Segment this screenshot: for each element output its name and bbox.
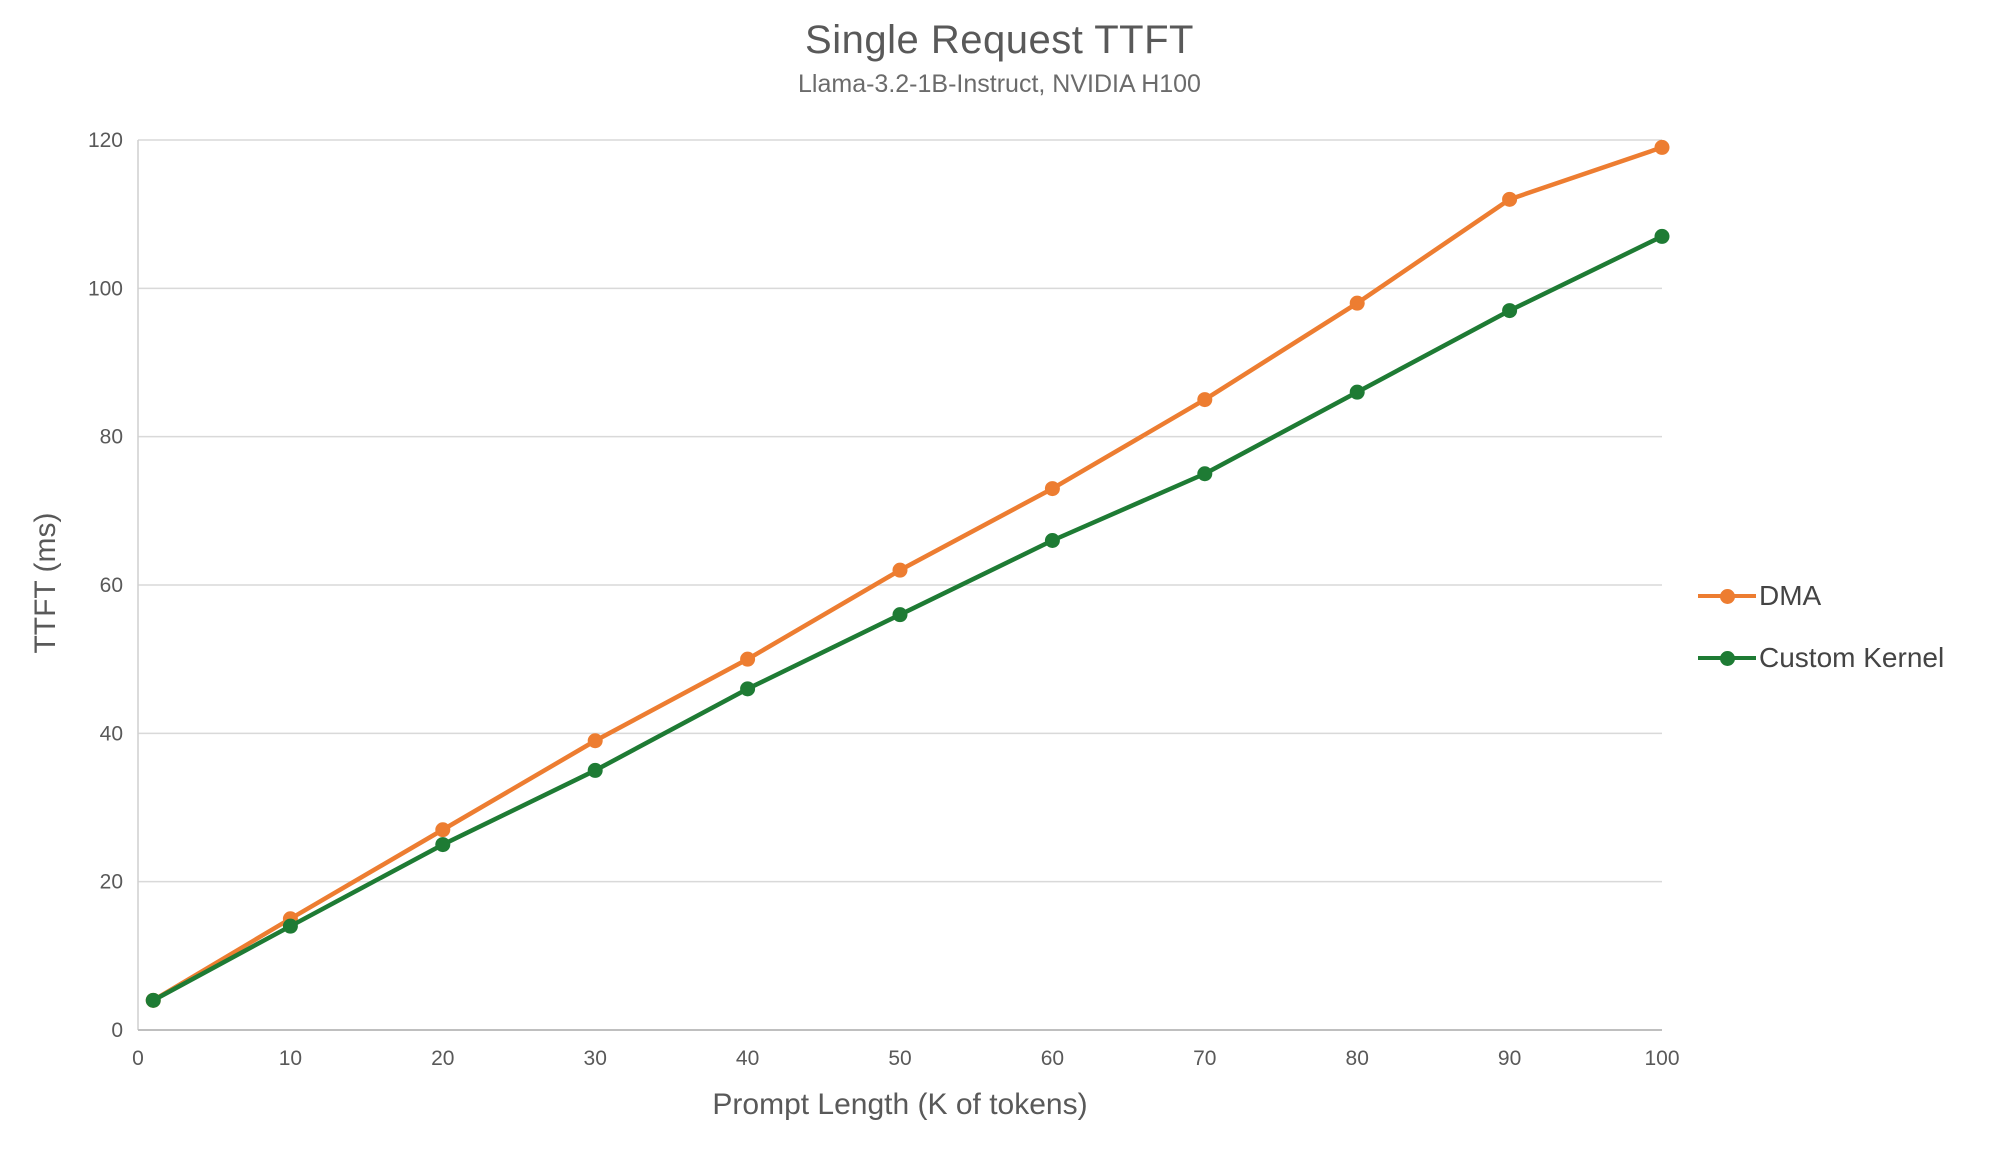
data-point-custom-kernel bbox=[282, 918, 298, 934]
data-point-dma bbox=[435, 822, 451, 838]
x-tick-label: 80 bbox=[1346, 1047, 1369, 1070]
y-tick-label: 0 bbox=[111, 1019, 123, 1042]
data-point-custom-kernel bbox=[1044, 533, 1060, 548]
data-point-dma bbox=[587, 733, 603, 749]
legend: DMA Custom Kernel bbox=[1698, 580, 1944, 674]
data-point-dma bbox=[1044, 481, 1060, 497]
x-tick-label: 90 bbox=[1498, 1047, 1521, 1070]
legend-label: Custom Kernel bbox=[1759, 642, 1945, 673]
legend-item-custom-kernel: Custom Kernel bbox=[1698, 642, 1944, 674]
x-tick-label: 40 bbox=[736, 1047, 759, 1070]
x-tick-label: 60 bbox=[1041, 1047, 1064, 1070]
x-tick-label: 70 bbox=[1193, 1047, 1216, 1070]
data-point-dma bbox=[1197, 392, 1213, 408]
data-point-custom-kernel bbox=[1197, 466, 1213, 482]
legend-label: DMA bbox=[1759, 580, 1822, 611]
legend-line-marker-icon bbox=[1698, 650, 1756, 666]
y-tick-label: 120 bbox=[88, 129, 123, 152]
x-tick-label: 30 bbox=[584, 1047, 607, 1070]
data-point-custom-kernel bbox=[145, 992, 161, 1008]
series-line-custom-kernel bbox=[150, 234, 1665, 1003]
data-point-dma bbox=[1349, 295, 1365, 311]
x-tick-label: 20 bbox=[431, 1047, 454, 1070]
data-point-dma bbox=[892, 562, 908, 578]
data-point-dma bbox=[1654, 139, 1670, 155]
y-axis-title: TTFT (ms) bbox=[29, 512, 62, 654]
legend-item-dma: DMA bbox=[1698, 580, 1944, 612]
data-point-custom-kernel bbox=[1349, 384, 1365, 400]
data-point-custom-kernel bbox=[435, 837, 451, 853]
data-point-custom-kernel bbox=[740, 681, 756, 697]
data-point-custom-kernel bbox=[892, 607, 908, 623]
x-tick-label: 10 bbox=[279, 1047, 302, 1070]
y-tick-label: 100 bbox=[88, 277, 123, 300]
chart-title: Single Request TTFT bbox=[805, 18, 1194, 62]
data-point-dma bbox=[740, 651, 756, 667]
y-tick-label: 20 bbox=[100, 871, 123, 894]
y-tick-label: 60 bbox=[100, 574, 123, 597]
y-tick-label: 80 bbox=[100, 426, 123, 449]
legend-line-marker-icon bbox=[1698, 588, 1756, 604]
y-tick-label: 40 bbox=[100, 722, 123, 745]
data-point-custom-kernel bbox=[1654, 228, 1670, 244]
data-point-dma bbox=[1502, 191, 1518, 207]
x-tick-label: 0 bbox=[132, 1047, 144, 1070]
data-point-custom-kernel bbox=[1502, 303, 1518, 319]
series-line-dma bbox=[150, 145, 1665, 1003]
chart-subtitle: Llama-3.2-1B-Instruct, NVIDIA H100 bbox=[798, 70, 1201, 98]
x-tick-label: 50 bbox=[888, 1047, 911, 1070]
x-axis-title: Prompt Length (K of tokens) bbox=[712, 1088, 1088, 1121]
data-point-custom-kernel bbox=[587, 762, 603, 778]
x-tick-label: 100 bbox=[1644, 1047, 1679, 1070]
